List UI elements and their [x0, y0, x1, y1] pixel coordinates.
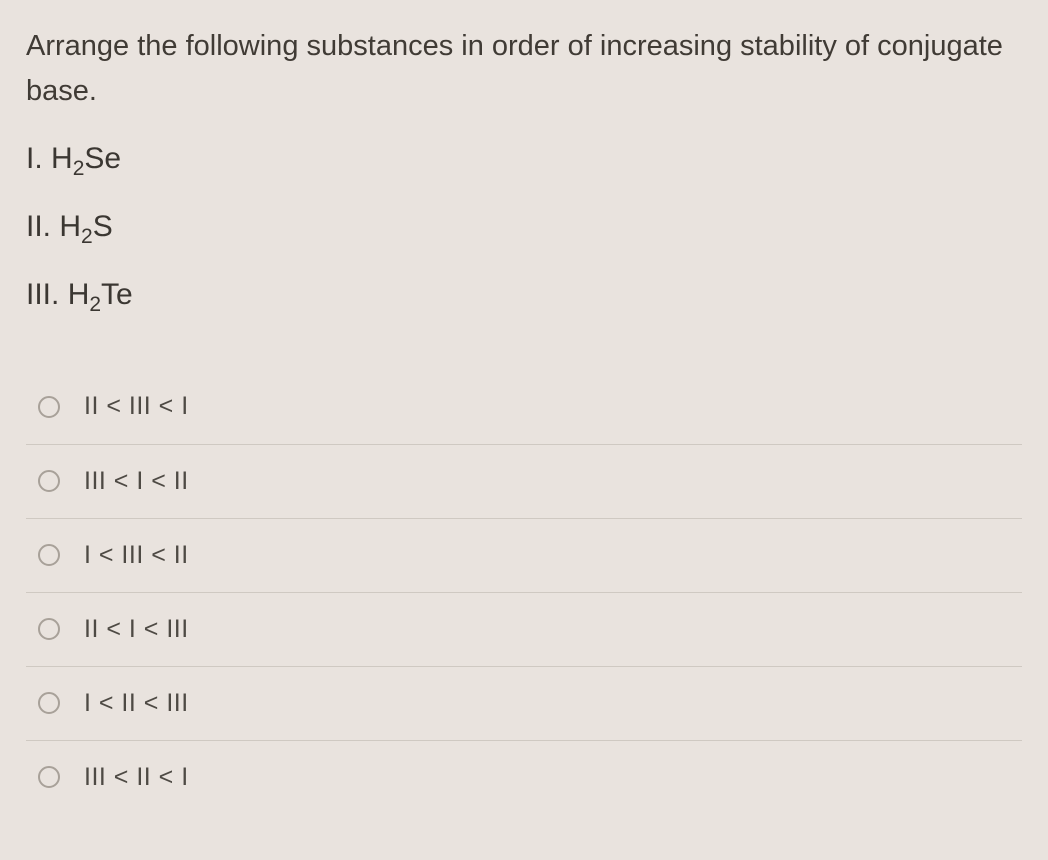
answer-options: II < III < I III < I < II I < III < II I…	[26, 370, 1022, 814]
option-2[interactable]: III < I < II	[26, 444, 1022, 518]
radio-icon[interactable]	[38, 470, 60, 492]
item-formula: H2Se	[51, 142, 121, 175]
item-numeral: I.	[26, 142, 43, 175]
item-formula: H2Te	[68, 278, 133, 311]
question-items: I. H2Se II. H2S III. H2Te	[26, 142, 1022, 312]
option-label: III < II < I	[84, 763, 189, 792]
option-label: II < III < I	[84, 392, 189, 421]
item-3: III. H2Te	[26, 278, 1022, 312]
radio-icon[interactable]	[38, 618, 60, 640]
option-label: I < II < III	[84, 689, 189, 718]
radio-icon[interactable]	[38, 396, 60, 418]
option-6[interactable]: III < II < I	[26, 740, 1022, 814]
option-1[interactable]: II < III < I	[26, 370, 1022, 444]
item-numeral: III.	[26, 278, 59, 311]
radio-icon[interactable]	[38, 766, 60, 788]
option-5[interactable]: I < II < III	[26, 666, 1022, 740]
item-1: I. H2Se	[26, 142, 1022, 176]
item-numeral: II.	[26, 210, 51, 243]
question-page: Arrange the following substances in orde…	[0, 0, 1048, 814]
item-formula: H2S	[59, 210, 112, 243]
option-3[interactable]: I < III < II	[26, 518, 1022, 592]
radio-icon[interactable]	[38, 544, 60, 566]
question-prompt: Arrange the following substances in orde…	[26, 24, 1022, 114]
radio-icon[interactable]	[38, 692, 60, 714]
option-4[interactable]: II < I < III	[26, 592, 1022, 666]
option-label: I < III < II	[84, 541, 189, 570]
option-label: II < I < III	[84, 615, 189, 644]
item-2: II. H2S	[26, 210, 1022, 244]
option-label: III < I < II	[84, 467, 189, 496]
